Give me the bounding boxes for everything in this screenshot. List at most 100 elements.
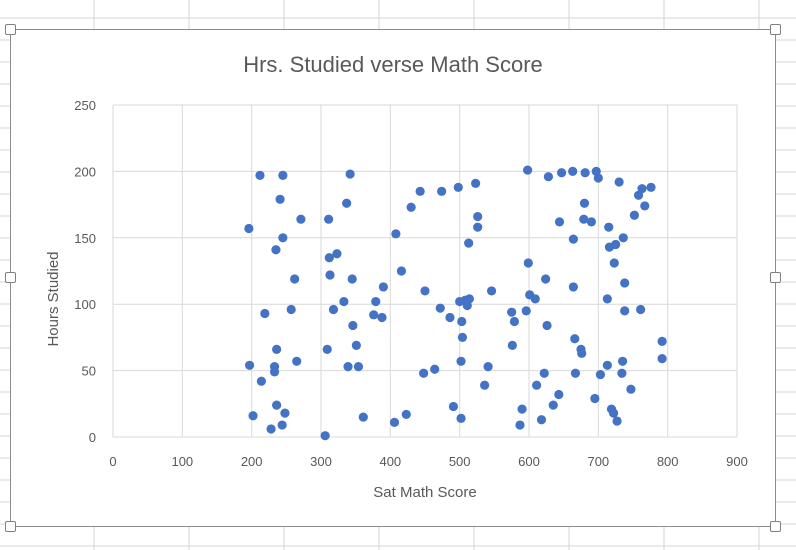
data-point — [325, 270, 335, 280]
x-tick-label: 300 — [310, 454, 332, 469]
data-point — [371, 296, 381, 307]
data-point — [320, 431, 330, 441]
data-point — [448, 401, 459, 412]
data-point — [507, 340, 517, 350]
x-tick-label: 200 — [241, 454, 263, 469]
data-point — [543, 172, 554, 182]
data-points — [244, 165, 667, 441]
data-point — [272, 344, 282, 354]
x-axis-tick-labels: 0 100 200 300 400 500 600 700 800 900 — [109, 454, 747, 469]
data-point — [296, 214, 306, 224]
data-point — [521, 306, 531, 316]
data-point — [280, 408, 290, 418]
x-tick-label: 100 — [171, 454, 193, 469]
data-point — [620, 306, 630, 316]
data-point — [406, 202, 416, 212]
data-point — [595, 369, 606, 380]
x-tick-label: 600 — [518, 454, 540, 469]
data-point — [629, 210, 639, 220]
gridlines — [112, 104, 738, 438]
data-point — [602, 294, 612, 304]
data-point — [507, 307, 517, 317]
data-point — [604, 222, 614, 232]
data-point — [401, 409, 411, 420]
data-point — [541, 274, 551, 284]
data-point — [568, 166, 578, 176]
data-point — [322, 344, 332, 354]
data-point — [530, 294, 540, 304]
data-point — [609, 258, 619, 268]
resize-handle-bottom-right[interactable] — [770, 521, 781, 532]
data-point — [620, 278, 630, 288]
data-point — [542, 320, 552, 331]
data-point — [614, 177, 624, 187]
data-point — [256, 376, 266, 386]
data-point — [272, 400, 282, 410]
data-point — [554, 389, 564, 400]
data-point — [292, 356, 302, 366]
data-point — [464, 238, 474, 248]
data-point — [342, 198, 352, 208]
data-point — [343, 362, 353, 372]
resize-handle-top-right[interactable] — [770, 24, 781, 35]
x-axis-title: Sat Math Score — [373, 484, 476, 501]
data-point — [612, 416, 622, 426]
data-point — [593, 173, 603, 183]
data-point — [378, 282, 388, 292]
data-point — [586, 217, 597, 227]
data-point — [464, 294, 474, 304]
data-point — [351, 340, 361, 350]
data-point — [590, 393, 600, 404]
data-point — [539, 368, 549, 378]
resize-handle-bottom-left[interactable] — [5, 521, 16, 532]
data-point — [328, 304, 339, 315]
data-point — [419, 368, 429, 378]
data-point — [608, 408, 619, 418]
data-point — [548, 400, 558, 410]
data-point — [523, 165, 533, 175]
data-point — [568, 234, 578, 244]
data-point — [517, 404, 527, 414]
resize-handle-top-left[interactable] — [5, 24, 16, 35]
data-point — [377, 312, 387, 323]
data-point — [266, 424, 276, 434]
x-tick-label: 700 — [587, 454, 609, 469]
data-point — [568, 282, 578, 292]
data-point — [255, 170, 265, 180]
data-point — [396, 266, 407, 276]
y-tick-label: 100 — [74, 297, 96, 312]
data-point — [486, 286, 497, 296]
data-point — [640, 201, 650, 211]
data-point — [453, 182, 463, 192]
data-point — [369, 310, 379, 320]
data-point — [473, 222, 483, 232]
data-point — [324, 253, 334, 263]
data-point — [339, 296, 349, 307]
scatter-chart: 0 100 200 300 400 500 600 700 800 900 0 50 100 150 20… — [45, 52, 748, 501]
data-point — [536, 415, 547, 425]
data-point — [646, 182, 656, 192]
data-point — [456, 413, 466, 424]
data-point — [278, 233, 288, 243]
y-tick-label: 200 — [74, 164, 96, 179]
data-point — [579, 198, 590, 208]
data-point — [577, 348, 587, 358]
data-point — [515, 420, 525, 430]
resize-handle-left-middle[interactable] — [5, 272, 16, 283]
data-point — [473, 211, 483, 222]
x-tick-label: 500 — [449, 454, 471, 469]
data-point — [244, 223, 254, 234]
data-point — [275, 194, 285, 204]
chart-area[interactable]: 0 100 200 300 400 500 600 700 800 900 0 50 100 150 20… — [10, 29, 776, 527]
data-point — [244, 360, 255, 370]
data-point — [523, 258, 533, 268]
data-point — [471, 178, 481, 188]
data-point — [248, 411, 258, 421]
data-point — [657, 336, 667, 346]
data-point — [626, 384, 636, 394]
resize-handle-right-middle[interactable] — [770, 272, 781, 283]
data-point — [391, 229, 401, 239]
data-point — [271, 245, 281, 255]
data-point — [269, 367, 280, 377]
data-point — [509, 316, 520, 327]
